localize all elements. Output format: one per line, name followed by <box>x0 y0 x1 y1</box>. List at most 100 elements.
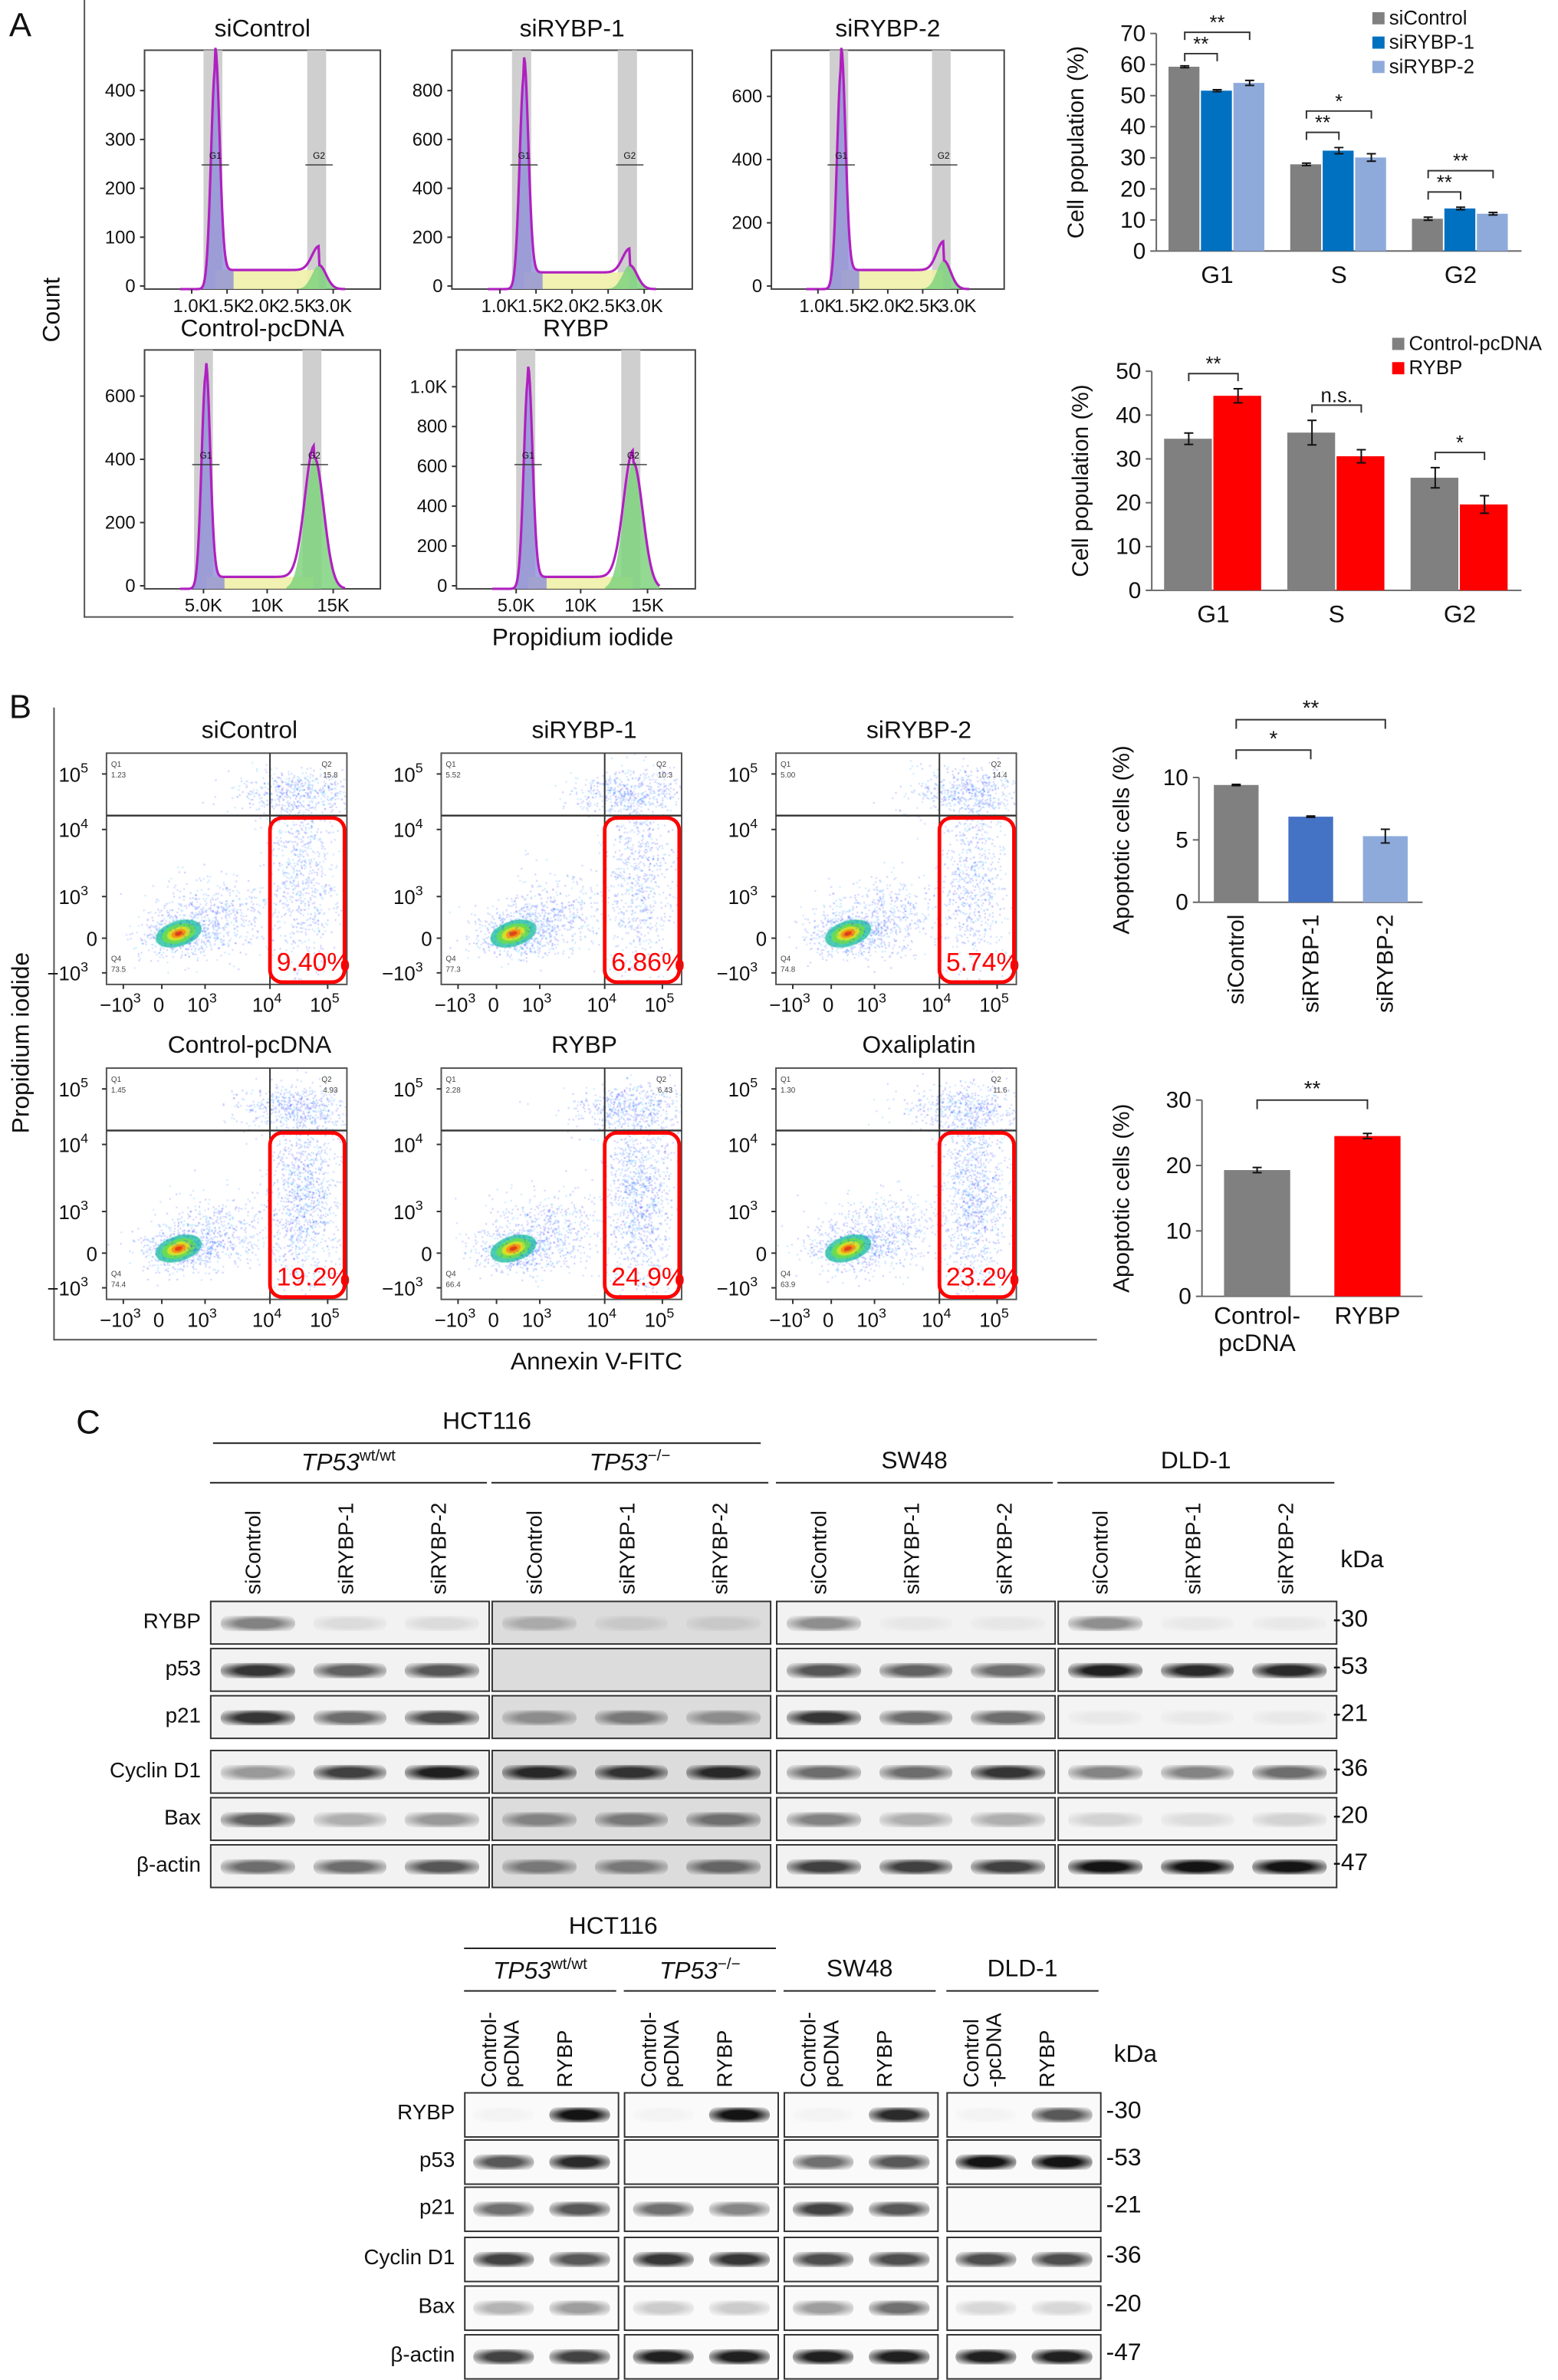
y-tick-label: 0 <box>1178 1284 1192 1310</box>
significance-label: * <box>1456 432 1464 454</box>
q4-label: Q4 <box>111 1270 122 1278</box>
blot-strip-p53 <box>946 2139 1102 2185</box>
y-tick-label: 103 <box>393 883 423 909</box>
x-tick-label: 1.0K <box>173 296 211 317</box>
q4-value: 73.5 <box>111 966 127 975</box>
x-tick-label: 2.5K <box>279 296 317 317</box>
error-bar <box>1380 828 1390 844</box>
y-tick-label: 0 <box>432 276 442 297</box>
protein-band <box>1252 1615 1327 1631</box>
protein-band <box>501 1709 577 1725</box>
bar-siControl <box>1168 67 1200 251</box>
protein-band <box>313 1811 387 1827</box>
x-tick-label: 1.5K <box>834 296 872 317</box>
y-tick-label: 103 <box>393 1198 423 1224</box>
protein-band <box>473 2201 534 2217</box>
y-tick-label: 104 <box>58 816 88 842</box>
group-underline <box>464 1990 616 1992</box>
blot-strip-RYBP <box>1057 1600 1338 1645</box>
q4-label: Q4 <box>445 1270 456 1278</box>
x-tick-label: 105 <box>645 1305 675 1331</box>
q2-value: 6.43 <box>658 1086 673 1095</box>
blot-strip-Cyclin D1 <box>491 1750 772 1794</box>
protein-band <box>955 2201 1017 2217</box>
y-axis-label: Apoptotic cells (%) <box>1109 1104 1134 1293</box>
group-underline <box>946 1990 1099 1992</box>
blot-strip-Bax <box>464 2285 620 2332</box>
q1-label: Q1 <box>781 761 791 769</box>
blot-strip-p21 <box>209 1695 490 1740</box>
blot-strip-p21 <box>464 2186 620 2233</box>
protein-band <box>955 2154 1017 2170</box>
y-tick-label: 50 <box>1120 84 1145 109</box>
q4-label: Q4 <box>111 955 122 964</box>
error-bar <box>1301 162 1311 166</box>
protein-label: p53 <box>165 1655 201 1679</box>
protein-band <box>879 1662 953 1678</box>
y-tick-label: 100 <box>105 227 136 248</box>
histogram-frame <box>143 349 382 590</box>
x-tick-label: 2.5K <box>904 296 942 317</box>
x-tick-label: 104 <box>252 1305 282 1331</box>
lane-label: Control- pcDNA <box>795 2011 843 2088</box>
x-tick-label: 105 <box>310 1305 340 1331</box>
blot-strip-β-actin <box>776 1844 1057 1889</box>
gate-label: G2 <box>627 450 639 461</box>
y-tick-label: 0 <box>756 929 767 950</box>
protein-band <box>1160 1615 1234 1631</box>
significance-bracket <box>1427 191 1461 200</box>
x-tick-label: 103 <box>522 991 552 1017</box>
significance-bracket <box>1184 52 1218 61</box>
y-tick-label: 104 <box>728 816 758 842</box>
bar-Control-pcDNA <box>1410 478 1459 590</box>
histogram-title: siRYBP-1 <box>520 15 625 42</box>
y-tick-label: 600 <box>731 87 762 107</box>
x-tick-label: 103 <box>856 991 886 1017</box>
x-tick-label: 0 <box>488 995 498 1017</box>
x-tick-label: 103 <box>187 991 217 1017</box>
significance-label: * <box>1270 726 1278 750</box>
gate-label: G1 <box>522 450 534 461</box>
bar <box>1224 1170 1290 1297</box>
g1-phase-fill <box>187 363 225 589</box>
significance-bracket <box>1427 169 1494 179</box>
bar-siRYBP-2 <box>1233 83 1265 251</box>
bar <box>1214 784 1259 902</box>
significance-label: * <box>1335 91 1343 113</box>
protein-band <box>792 2349 854 2365</box>
protein-band <box>549 2300 610 2316</box>
y-tick-label: 0 <box>87 1244 97 1265</box>
protein-band <box>1068 1811 1142 1827</box>
legend-swatch <box>1372 61 1385 74</box>
flow-density-scatter <box>776 1068 1017 1300</box>
blot-strip-β-actin <box>1057 1844 1338 1889</box>
protein-band <box>708 2251 771 2267</box>
lane-label: siControl <box>241 1510 265 1595</box>
q2-label: Q2 <box>321 1076 332 1084</box>
legend-label: siRYBP-2 <box>1389 56 1474 77</box>
blot-strip-p53 <box>776 1648 1057 1692</box>
protein-label: β-actin <box>390 2341 455 2366</box>
protein-band <box>405 1662 479 1678</box>
x-tick-label: 10K <box>251 596 283 616</box>
protein-band <box>955 2107 1017 2123</box>
q1-value: 5.52 <box>445 771 461 780</box>
y-tick-label: 20 <box>1116 491 1141 516</box>
protein-band <box>787 1764 861 1780</box>
protein-band <box>1031 2349 1093 2365</box>
error-bar <box>1307 419 1317 446</box>
flow-density-scatter <box>106 1068 347 1300</box>
blot-strip-Cyclin D1 <box>623 2237 779 2283</box>
protein-band <box>787 1615 861 1631</box>
y-tick-label: 10 <box>1166 1218 1192 1244</box>
group-underline <box>1057 1481 1335 1484</box>
protein-band <box>971 1709 1046 1725</box>
bar-RYBP <box>1213 396 1261 590</box>
molecular-weight-marker: -53 <box>1333 1653 1369 1679</box>
lane-label: siRYBP-1 <box>333 1502 358 1595</box>
error-bar <box>1252 1166 1262 1174</box>
flow-plot-frame <box>440 1067 682 1300</box>
y-tick-label: 400 <box>413 179 443 199</box>
protein-band <box>1252 1858 1327 1874</box>
protein-band <box>501 1764 577 1780</box>
